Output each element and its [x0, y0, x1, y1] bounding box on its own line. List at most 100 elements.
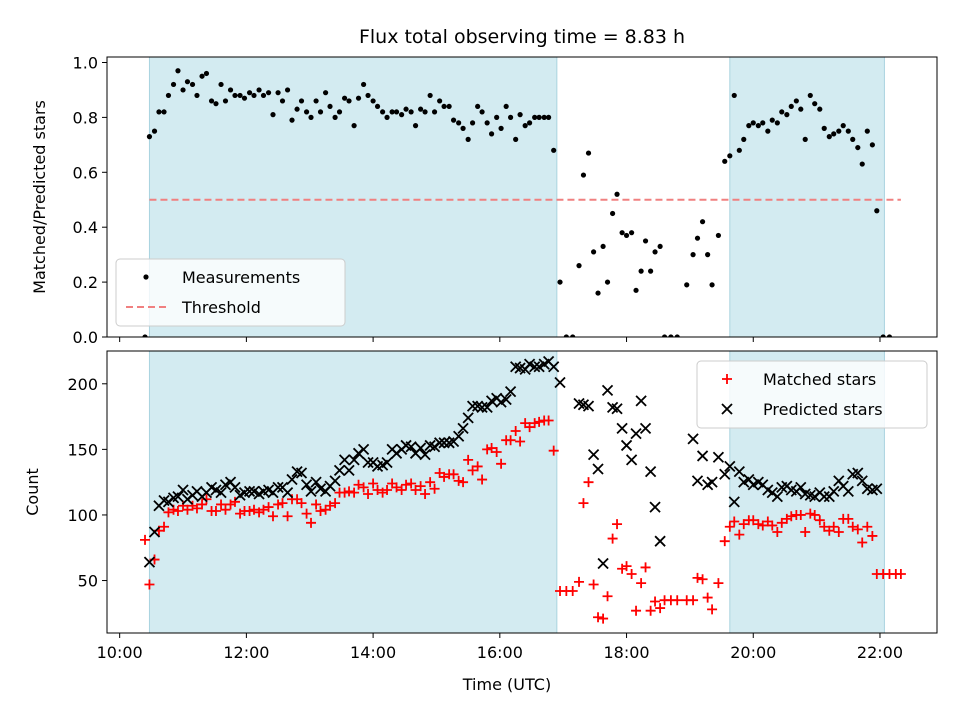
top-point-dot — [536, 114, 542, 120]
top-point-dot — [270, 112, 276, 118]
bottom-point-x — [852, 467, 864, 479]
top-point-dot — [399, 112, 405, 118]
top-point-dot — [779, 109, 785, 115]
top-point-dot — [479, 109, 485, 115]
bottom-point-plus — [301, 508, 312, 519]
bottom-point-plus — [382, 485, 393, 496]
bottom-point-plus — [697, 574, 708, 585]
bottom-point-plus — [748, 515, 759, 526]
bottom-point-x — [620, 439, 633, 452]
top-y-tick-label: 0.8 — [73, 108, 98, 127]
bottom-point-plus — [713, 578, 724, 589]
bottom-point-plus — [574, 576, 585, 587]
top-point-dot — [361, 81, 367, 88]
top-point-dot — [880, 334, 886, 337]
top-point-dot — [642, 238, 649, 244]
bottom-point-x — [453, 430, 465, 442]
bottom-point-x — [348, 454, 360, 466]
bottom-legend: Matched stars Predicted stars — [696, 360, 928, 429]
bottom-point-plus — [420, 488, 431, 499]
bottom-point-plus — [621, 561, 632, 572]
top-point-dot — [705, 252, 711, 258]
bottom-point-plus — [672, 595, 683, 606]
bottom-x-tick-label: 12:00 — [223, 643, 269, 662]
bottom-point-x — [177, 484, 189, 496]
bottom-point-plus — [453, 475, 464, 486]
bottom-point-plus — [306, 517, 317, 528]
bottom-point-plus — [800, 527, 811, 538]
top-point-dot — [365, 92, 371, 99]
bottom-point-x — [871, 483, 883, 495]
bottom-point-plus — [268, 511, 278, 522]
bottom-point-x — [286, 473, 298, 486]
bottom-point-x — [338, 454, 351, 466]
bottom-point-x — [597, 557, 609, 570]
top-point-dot — [648, 268, 654, 274]
bottom-point-x — [691, 475, 704, 487]
top-point-dot — [450, 117, 457, 123]
bottom-point-plus — [795, 509, 806, 520]
bottom-point-plus — [244, 506, 255, 517]
bottom-legend-box — [696, 360, 928, 429]
top-point-dot — [437, 98, 443, 104]
bottom-point-plus — [163, 507, 174, 518]
bottom-point-plus — [833, 527, 844, 538]
bottom-point-plus — [201, 494, 212, 505]
bottom-data-layer — [140, 355, 906, 624]
top-point-dot — [294, 106, 300, 112]
top-point-dot — [146, 134, 153, 140]
bottom-point-plus — [505, 435, 516, 446]
bottom-point-plus — [867, 530, 878, 541]
bottom-point-x — [438, 437, 450, 449]
bottom-point-plus — [724, 521, 735, 532]
bottom-point-plus — [391, 482, 402, 493]
top-point-dot — [595, 290, 601, 296]
top-legend-label: Threshold — [181, 298, 261, 317]
top-point-dot — [355, 95, 362, 101]
bottom-point-plus — [636, 578, 647, 589]
bottom-point-plus — [828, 521, 839, 532]
top-point-dot — [332, 114, 338, 120]
top-point-dot — [850, 136, 856, 142]
bottom-point-x — [687, 433, 699, 445]
top-data-layer — [142, 68, 893, 337]
bottom-point-plus — [277, 498, 288, 509]
bottom-point-x — [649, 501, 661, 513]
top-point-dot — [513, 136, 519, 142]
bottom-point-plus — [776, 517, 787, 528]
bottom-point-plus — [396, 485, 407, 496]
top-legend-label: Measurements — [182, 268, 300, 287]
top-point-dot — [826, 134, 832, 140]
top-point-dot — [638, 268, 644, 274]
bottom-point-x — [143, 556, 156, 568]
top-y-tick-label: 0.4 — [73, 218, 98, 237]
top-point-dot — [374, 103, 381, 110]
bottom-point-plus — [216, 499, 227, 510]
bottom-point-plus — [524, 422, 535, 433]
top-point-dot — [431, 109, 438, 115]
top-point-dot — [213, 101, 219, 107]
top-point-dot — [418, 106, 424, 112]
top-point-dot — [351, 123, 357, 129]
top-point-dot — [241, 95, 248, 101]
bottom-point-plus — [363, 488, 374, 499]
chart-title: Flux total observing time = 8.83 h — [359, 26, 685, 48]
bottom-point-plus — [626, 568, 637, 579]
bottom-point-plus — [757, 520, 768, 531]
top-point-dot — [715, 232, 722, 239]
bottom-point-plus — [258, 504, 269, 515]
bottom-point-plus — [729, 516, 740, 527]
bottom-point-plus — [472, 461, 483, 472]
top-point-dot — [864, 128, 870, 134]
top-y-tick-label: 1.0 — [73, 53, 98, 72]
top-point-dot — [308, 114, 314, 120]
bottom-point-plus — [862, 521, 873, 532]
bottom-point-x — [554, 376, 566, 389]
top-point-dot — [265, 90, 272, 96]
top-point-dot — [709, 282, 715, 288]
top-point-dot — [563, 334, 569, 337]
top-point-dot — [279, 98, 286, 104]
top-point-dot — [746, 123, 752, 129]
bottom-point-plus — [429, 483, 440, 494]
bottom-point-plus — [349, 487, 360, 498]
